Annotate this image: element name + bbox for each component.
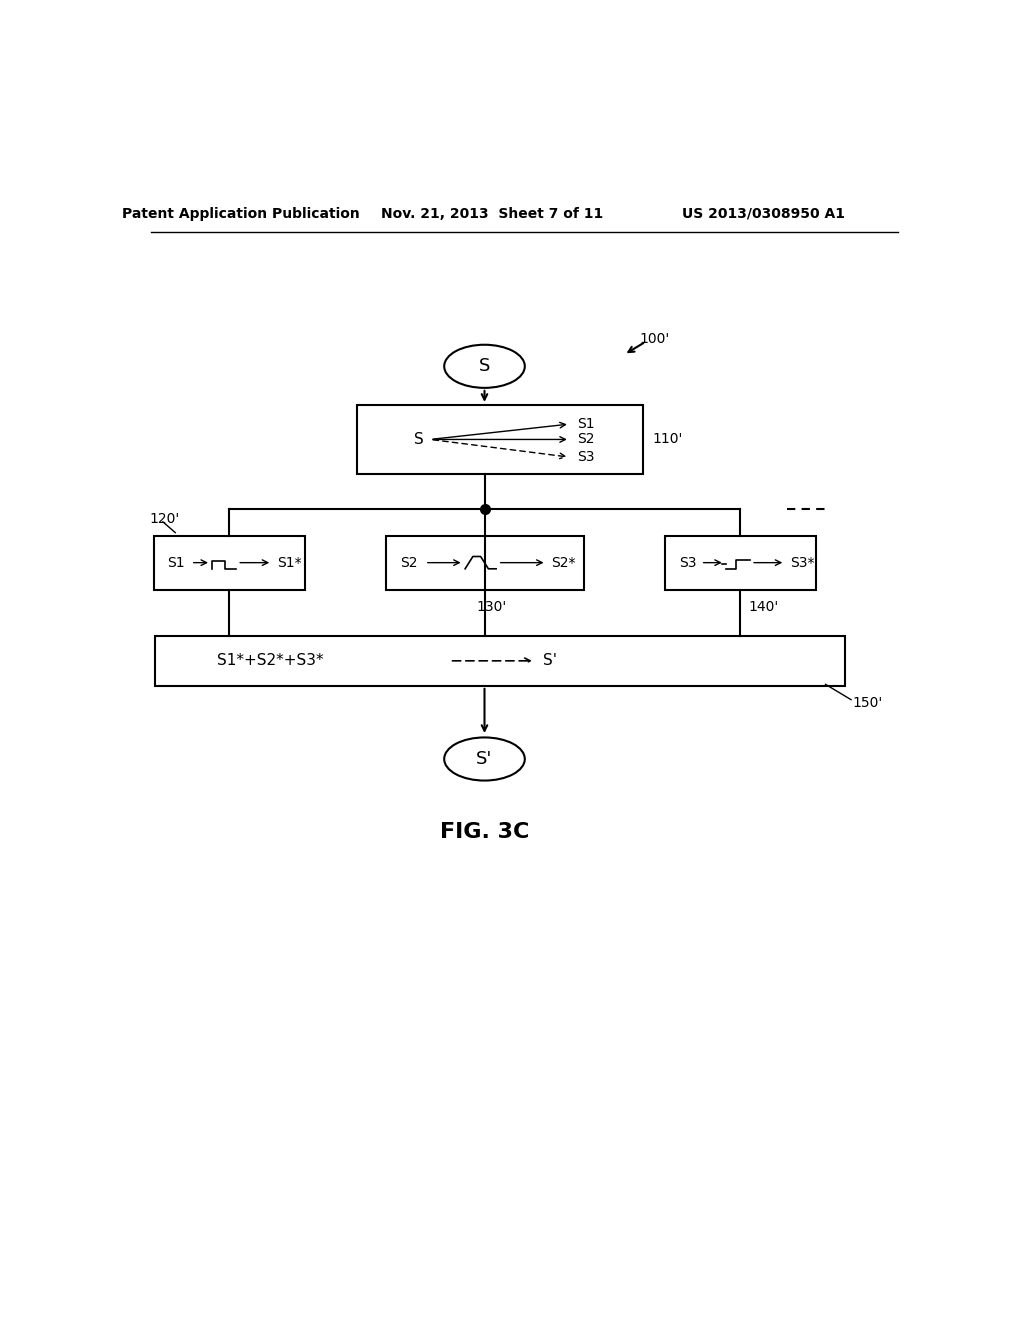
Ellipse shape xyxy=(444,345,524,388)
Text: 120': 120' xyxy=(150,512,180,525)
Text: 110': 110' xyxy=(652,433,683,446)
Text: S1*+S2*+S3*: S1*+S2*+S3* xyxy=(217,653,324,668)
Text: S': S' xyxy=(476,750,493,768)
Text: 150': 150' xyxy=(853,696,883,710)
Text: S: S xyxy=(414,432,424,447)
Text: S1*: S1* xyxy=(276,556,301,570)
Text: S3*: S3* xyxy=(790,556,814,570)
Text: Patent Application Publication: Patent Application Publication xyxy=(122,207,359,220)
Text: S2: S2 xyxy=(577,433,594,446)
Text: FIG. 3C: FIG. 3C xyxy=(440,822,529,842)
Text: S1: S1 xyxy=(168,556,185,570)
Text: 100': 100' xyxy=(640,333,670,346)
Text: 140': 140' xyxy=(748,599,778,614)
Text: S3: S3 xyxy=(679,556,696,570)
Text: 130': 130' xyxy=(477,599,507,614)
Text: US 2013/0308950 A1: US 2013/0308950 A1 xyxy=(682,207,845,220)
Bar xyxy=(155,636,845,686)
Bar xyxy=(665,536,816,590)
Ellipse shape xyxy=(444,738,524,780)
Text: S3: S3 xyxy=(577,450,594,465)
Text: S: S xyxy=(479,358,490,375)
Text: S2*: S2* xyxy=(551,556,575,570)
Bar xyxy=(154,536,305,590)
Bar xyxy=(386,536,584,590)
Bar xyxy=(356,405,643,474)
Text: Nov. 21, 2013  Sheet 7 of 11: Nov. 21, 2013 Sheet 7 of 11 xyxy=(381,207,603,220)
Text: S2: S2 xyxy=(400,556,418,570)
Text: S1: S1 xyxy=(577,417,594,432)
Text: S': S' xyxy=(543,653,557,668)
